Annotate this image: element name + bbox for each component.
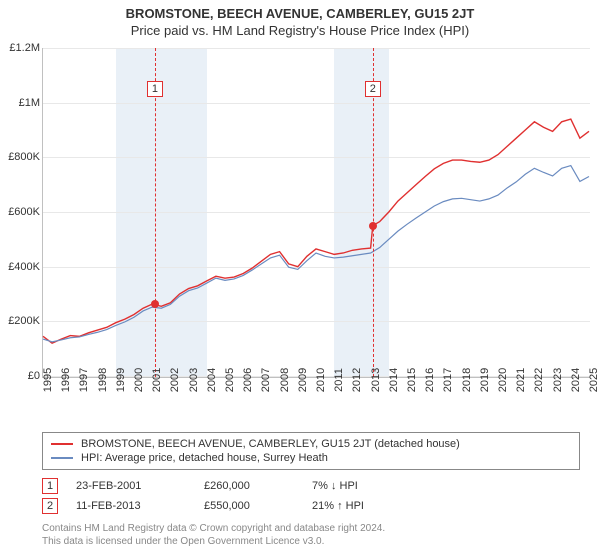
x-axis-label: 1996	[60, 368, 72, 392]
x-axis-label: 2010	[315, 368, 327, 392]
y-axis-label: £1M	[0, 97, 40, 109]
chart-subtitle: Price paid vs. HM Land Registry's House …	[0, 21, 600, 42]
sale-dot	[369, 222, 377, 230]
sale-marker-line	[155, 48, 156, 377]
legend-item: BROMSTONE, BEECH AVENUE, CAMBERLEY, GU15…	[51, 437, 571, 451]
x-axis-label: 2008	[279, 368, 291, 392]
sale-marker-ref: 2	[42, 498, 58, 514]
sale-marker-line	[373, 48, 374, 377]
x-axis-label: 2003	[188, 368, 200, 392]
x-axis-label: 2023	[552, 368, 564, 392]
x-axis-label: 2004	[206, 368, 218, 392]
sale-vs-hpi: 21% ↑ HPI	[312, 500, 422, 512]
y-axis-label: £600K	[0, 206, 40, 218]
y-axis-label: £800K	[0, 151, 40, 163]
legend-box: BROMSTONE, BEECH AVENUE, CAMBERLEY, GU15…	[42, 432, 580, 470]
x-axis-label: 1995	[42, 368, 54, 392]
x-axis-label: 2013	[370, 368, 382, 392]
sale-row: 1 23-FEB-2001 £260,000 7% ↓ HPI	[42, 476, 580, 496]
x-axis-label: 2007	[260, 368, 272, 392]
sale-price: £260,000	[204, 480, 294, 492]
y-axis-label: £1.2M	[0, 42, 40, 54]
footnote-line-1: Contains HM Land Registry data © Crown c…	[42, 522, 580, 535]
x-axis-label: 2011	[333, 368, 345, 392]
footnote-line-2: This data is licensed under the Open Gov…	[42, 535, 580, 548]
sales-table: 1 23-FEB-2001 £260,000 7% ↓ HPI 2 11-FEB-2013…	[42, 476, 580, 516]
x-axis-label: 2022	[533, 368, 545, 392]
x-axis-label: 2018	[461, 368, 473, 392]
sale-date: 23-FEB-2001	[76, 480, 186, 492]
chart-title: BROMSTONE, BEECH AVENUE, CAMBERLEY, GU15…	[0, 0, 600, 21]
sale-marker-ref: 1	[42, 478, 58, 494]
x-axis-label: 2009	[297, 368, 309, 392]
sale-row: 2 11-FEB-2013 £550,000 21% ↑ HPI	[42, 496, 580, 516]
x-axis-label: 2001	[151, 368, 163, 392]
footnote: Contains HM Land Registry data © Crown c…	[42, 522, 580, 548]
y-axis-label: £0	[0, 370, 40, 382]
x-axis-label: 2002	[169, 368, 181, 392]
legend-label: BROMSTONE, BEECH AVENUE, CAMBERLEY, GU15…	[81, 438, 460, 450]
x-axis-label: 2017	[442, 368, 454, 392]
legend-label: HPI: Average price, detached house, Surr…	[81, 452, 328, 464]
x-axis-label: 2021	[515, 368, 527, 392]
sale-vs-hpi: 7% ↓ HPI	[312, 480, 422, 492]
sale-marker-box: 1	[147, 81, 163, 97]
sale-date: 11-FEB-2013	[76, 500, 186, 512]
legend-swatch	[51, 457, 73, 459]
sale-dot	[151, 300, 159, 308]
chart-svg	[43, 48, 590, 377]
x-axis-label: 2012	[351, 368, 363, 392]
legend-swatch	[51, 443, 73, 445]
y-axis-label: £200K	[0, 315, 40, 327]
series-property	[43, 119, 589, 343]
x-axis-label: 2016	[424, 368, 436, 392]
x-axis-label: 2019	[479, 368, 491, 392]
x-axis-label: 1999	[115, 368, 127, 392]
x-axis-label: 1997	[78, 368, 90, 392]
chart-area: 12 £0£200K£400K£600K£800K£1M£1.2M1995199…	[0, 42, 600, 432]
x-axis-label: 2024	[570, 368, 582, 392]
x-axis-label: 2025	[588, 368, 600, 392]
x-axis-label: 2020	[497, 368, 509, 392]
x-axis-label: 2005	[224, 368, 236, 392]
plot-area: 12	[42, 48, 590, 378]
series-hpi	[43, 166, 589, 342]
x-axis-label: 2015	[406, 368, 418, 392]
x-axis-label: 2014	[388, 368, 400, 392]
x-axis-label: 1998	[97, 368, 109, 392]
y-axis-label: £400K	[0, 261, 40, 273]
sale-marker-box: 2	[365, 81, 381, 97]
sale-price: £550,000	[204, 500, 294, 512]
legend-item: HPI: Average price, detached house, Surr…	[51, 451, 571, 465]
x-axis-label: 2000	[133, 368, 145, 392]
x-axis-label: 2006	[242, 368, 254, 392]
